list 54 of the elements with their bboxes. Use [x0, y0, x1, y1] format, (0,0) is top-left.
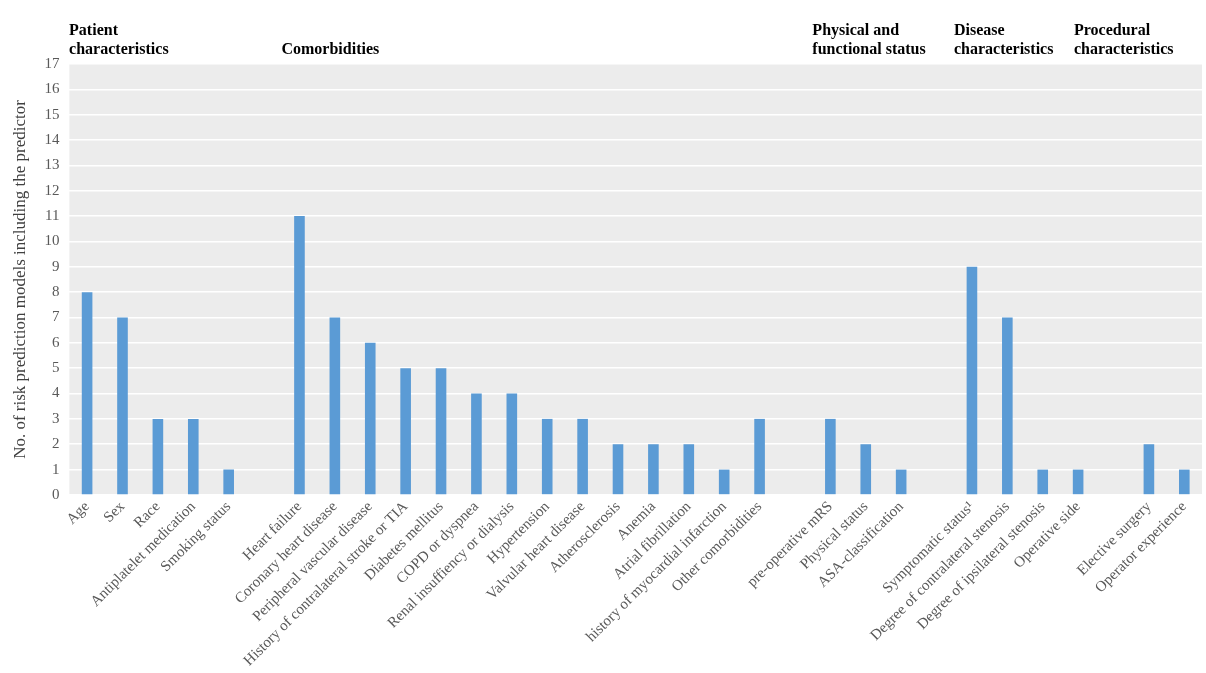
bar [364, 342, 376, 495]
bar [577, 418, 588, 495]
bar [81, 292, 93, 495]
bar [1143, 444, 1155, 495]
y-tick-label: 7 [51, 308, 60, 325]
bar [329, 317, 341, 495]
bar [612, 444, 624, 495]
bar [1072, 469, 1084, 495]
text: Comorbidities [281, 39, 380, 58]
text: Physical and functional status [812, 20, 927, 58]
bar [718, 469, 730, 495]
y-tick-label: 2 [51, 435, 60, 452]
y-tick-label: 14 [44, 130, 60, 147]
bar [400, 368, 411, 495]
bar [223, 469, 234, 495]
y-tick-label: 17 [44, 54, 60, 71]
bar [187, 418, 199, 495]
y-tick-label: 16 [44, 80, 60, 97]
y-tick-label: 4 [51, 384, 60, 401]
y-tick-label: 12 [44, 181, 60, 198]
bar [541, 418, 553, 495]
y-tick-label: 8 [51, 283, 60, 300]
y-tick-label: 1 [51, 460, 60, 477]
bar [860, 444, 872, 495]
x-tick-label: Age [63, 497, 93, 527]
bar [683, 444, 695, 495]
bar [1178, 469, 1190, 495]
y-tick-label: 10 [44, 232, 60, 249]
bar [648, 444, 659, 495]
bar [152, 418, 164, 495]
bar [1037, 469, 1049, 495]
y-tick-label: 3 [51, 409, 60, 426]
y-tick-label: 9 [51, 257, 60, 274]
y-tick-label: 0 [51, 485, 60, 502]
bar [117, 317, 128, 495]
y-axis-title: No. of risk prediction models including the predictor [9, 99, 29, 459]
bar [825, 418, 836, 495]
bar [966, 266, 978, 495]
x-tick-label: Sex [100, 497, 128, 526]
bar [895, 469, 907, 495]
bar [435, 368, 447, 495]
bar [294, 216, 305, 495]
text: Patient characteristics [69, 20, 170, 58]
text: Disease characteristics [953, 21, 1054, 57]
y-tick-label: 5 [51, 359, 60, 376]
bar [754, 418, 765, 495]
y-tick-label: 13 [44, 156, 60, 173]
bar [1002, 317, 1013, 495]
y-tick-label: 11 [44, 207, 60, 224]
bar [506, 393, 518, 495]
y-tick-label: 15 [44, 105, 60, 122]
y-tick-label: 6 [51, 333, 60, 350]
bar [471, 393, 482, 495]
text: Procedural characteristics [1074, 20, 1175, 58]
